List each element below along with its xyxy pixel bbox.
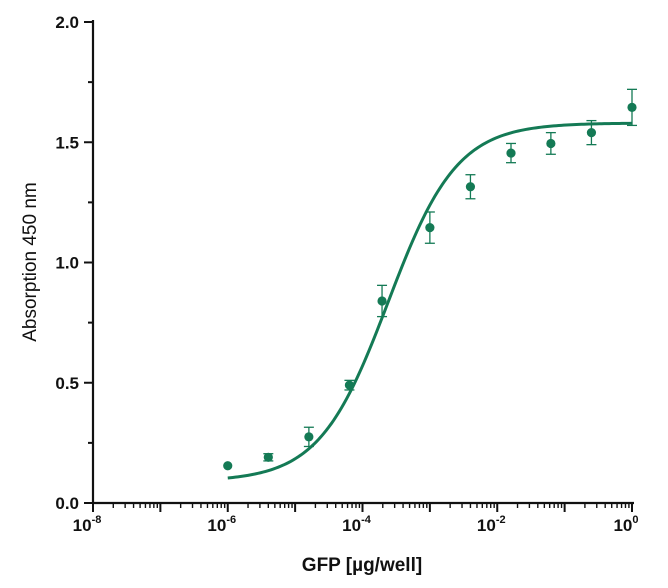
x-tick-exponent: 0	[632, 514, 638, 526]
data-point	[304, 432, 314, 442]
y-tick-label: 2.0	[55, 13, 79, 32]
x-tick-label: 100	[613, 514, 638, 535]
data-point	[263, 452, 273, 462]
x-tick-base: 10	[477, 516, 496, 535]
x-axis-label: GFP [µg/well]	[302, 555, 422, 576]
data-points-layer	[223, 88, 637, 471]
fit-curve	[227, 121, 633, 480]
y-tick-label: 0.5	[55, 374, 79, 393]
x-tick-label: 10-4	[342, 514, 372, 535]
x-tick-base: 10	[613, 516, 632, 535]
data-point	[627, 102, 637, 112]
fit-curve-layer	[227, 121, 633, 480]
data-point	[344, 380, 355, 390]
x-tick-exponent: -6	[226, 514, 236, 526]
x-tick-label: 10-8	[73, 514, 102, 535]
data-point	[223, 461, 233, 471]
data-point	[506, 148, 516, 158]
data-point	[546, 138, 556, 149]
data-point	[425, 223, 435, 233]
x-tick-base: 10	[207, 516, 226, 535]
y-axis-label: Absorption 450 nm	[20, 182, 41, 342]
y-tick-label: 1.5	[55, 133, 79, 152]
x-tick-exponent: -2	[496, 514, 506, 526]
x-tick-exponent: -8	[92, 514, 102, 526]
x-tick-label: 10-2	[477, 514, 506, 535]
data-point	[377, 296, 387, 306]
data-point	[465, 182, 476, 192]
x-tick-base: 10	[342, 516, 361, 535]
y-tick-label: 1.0	[55, 254, 79, 273]
x-tick-exponent: -4	[361, 514, 372, 526]
y-tick-label: 0.0	[55, 494, 79, 513]
x-tick-label: 10-6	[207, 514, 236, 535]
data-point	[586, 128, 597, 138]
x-tick-base: 10	[73, 516, 92, 535]
axes: 0.00.51.01.52.010-8 10-6 10-4 10-2 100	[55, 13, 638, 535]
